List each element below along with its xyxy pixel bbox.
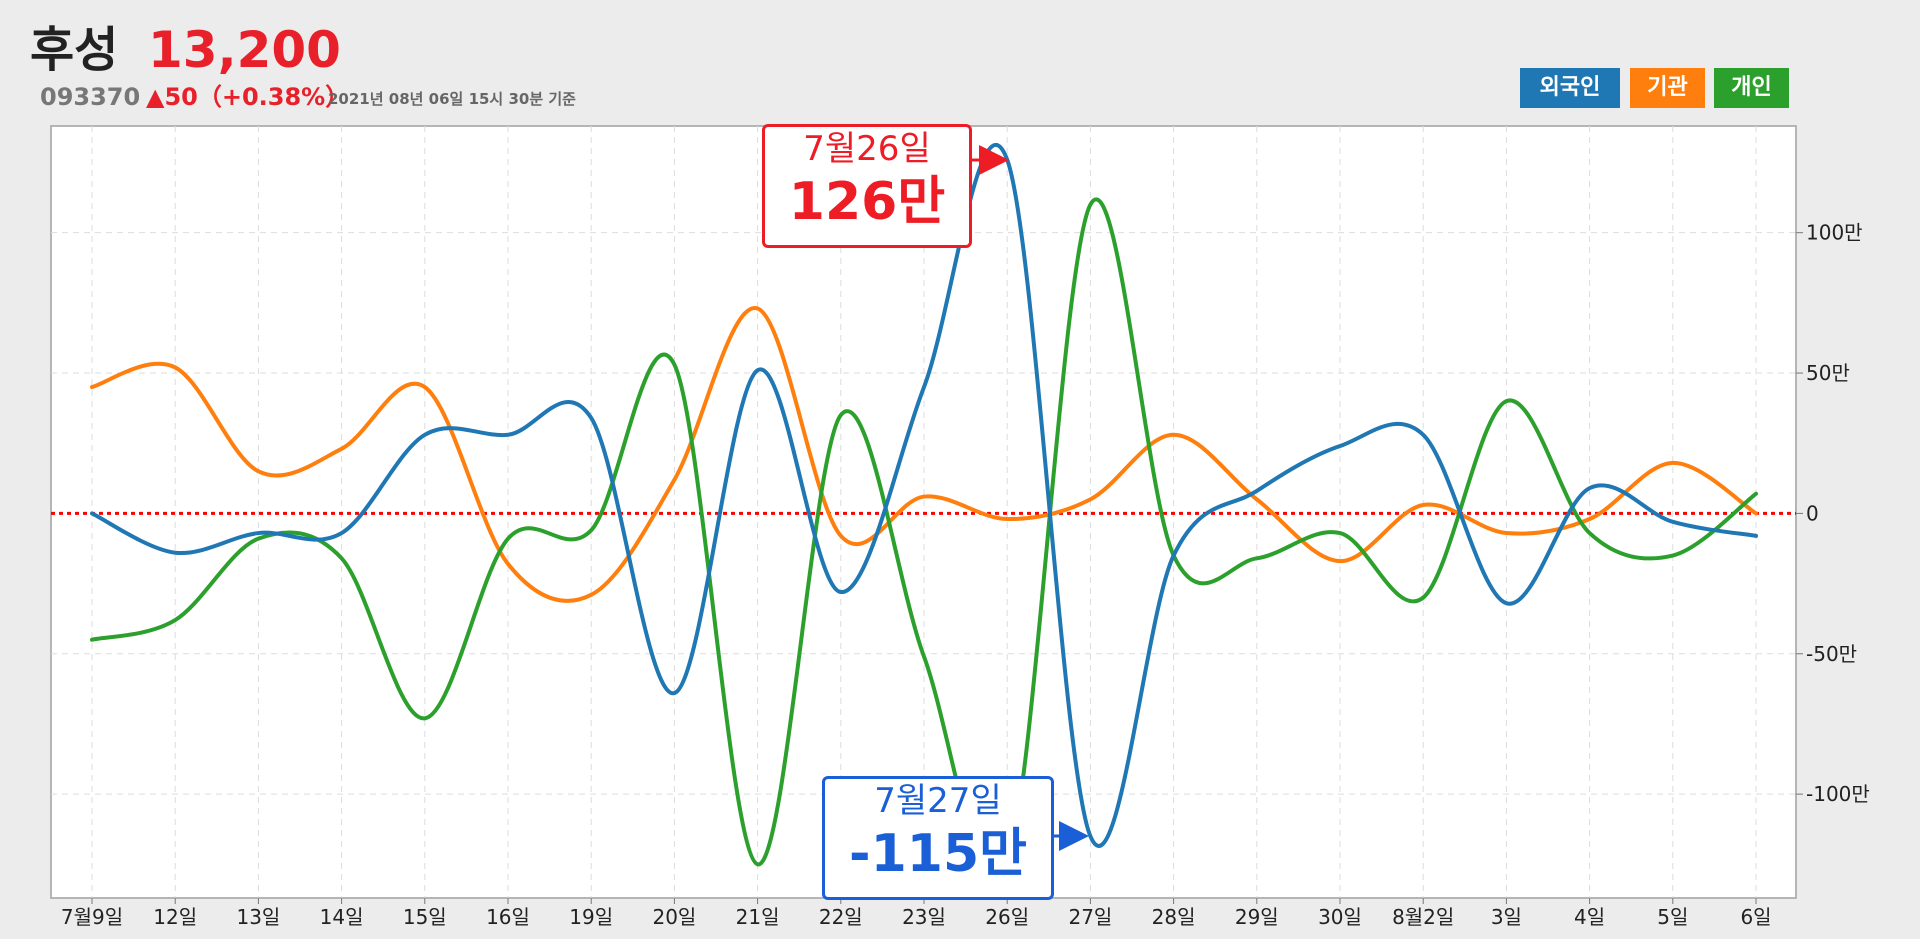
x-tick-label: 23일 xyxy=(902,905,946,929)
x-tick-label: 20일 xyxy=(652,905,696,929)
x-tick-label: 4일 xyxy=(1574,905,1605,929)
min-callout: 7월27일 -115만 xyxy=(822,776,1054,900)
max-callout-date: 7월26일 xyxy=(803,129,931,169)
price-change: ▲50（+0.38%） xyxy=(146,83,350,111)
x-tick-label: 8월2일 xyxy=(1392,905,1454,929)
stock-price: 13,200 xyxy=(148,21,341,79)
x-tick-label: 26일 xyxy=(985,905,1029,929)
x-tick-label: 13일 xyxy=(236,905,280,929)
x-tick-label: 16일 xyxy=(486,905,530,929)
y-tick-label: 0 xyxy=(1806,501,1819,525)
legend-foreign[interactable]: 외국인 xyxy=(1520,68,1620,108)
legend-institution[interactable]: 기관 xyxy=(1630,68,1705,108)
max-callout-value: 126만 xyxy=(788,172,946,232)
x-tick-label: 3일 xyxy=(1491,905,1522,929)
x-tick-label: 15일 xyxy=(403,905,447,929)
x-tick-label: 12일 xyxy=(153,905,197,929)
as-of-timestamp: 2021년 08년 06일 15시 30분 기준 xyxy=(328,90,576,108)
series-line-foreign xyxy=(90,143,1758,848)
x-tick-label: 19일 xyxy=(569,905,613,929)
min-callout-date: 7월27일 xyxy=(874,781,1002,821)
y-tick-label: 100만 xyxy=(1806,221,1863,245)
min-callout-value: -115만 xyxy=(849,824,1027,884)
series-line-institution xyxy=(90,306,1758,603)
x-tick-label: 7월9일 xyxy=(61,905,123,929)
x-tick-label: 30일 xyxy=(1318,905,1362,929)
x-tick-label: 27일 xyxy=(1068,905,1112,929)
stock-code: 093370 xyxy=(40,83,141,111)
series-line-individual xyxy=(90,197,1758,883)
y-tick-label: -50만 xyxy=(1806,642,1857,666)
x-tick-label: 29일 xyxy=(1235,905,1279,929)
x-tick-label: 6일 xyxy=(1740,905,1771,929)
x-tick-label: 14일 xyxy=(320,905,364,929)
legend-individual[interactable]: 개인 xyxy=(1714,68,1789,108)
x-tick-label: 22일 xyxy=(819,905,863,929)
stock-name: 후성 xyxy=(30,22,119,78)
x-tick-label: 5일 xyxy=(1657,905,1688,929)
x-tick-label: 28일 xyxy=(1152,905,1196,929)
max-callout: 7월26일 126만 xyxy=(762,124,972,248)
y-tick-label: 50만 xyxy=(1806,361,1850,385)
y-tick-label: -100만 xyxy=(1806,782,1870,806)
x-tick-label: 21일 xyxy=(736,905,780,929)
